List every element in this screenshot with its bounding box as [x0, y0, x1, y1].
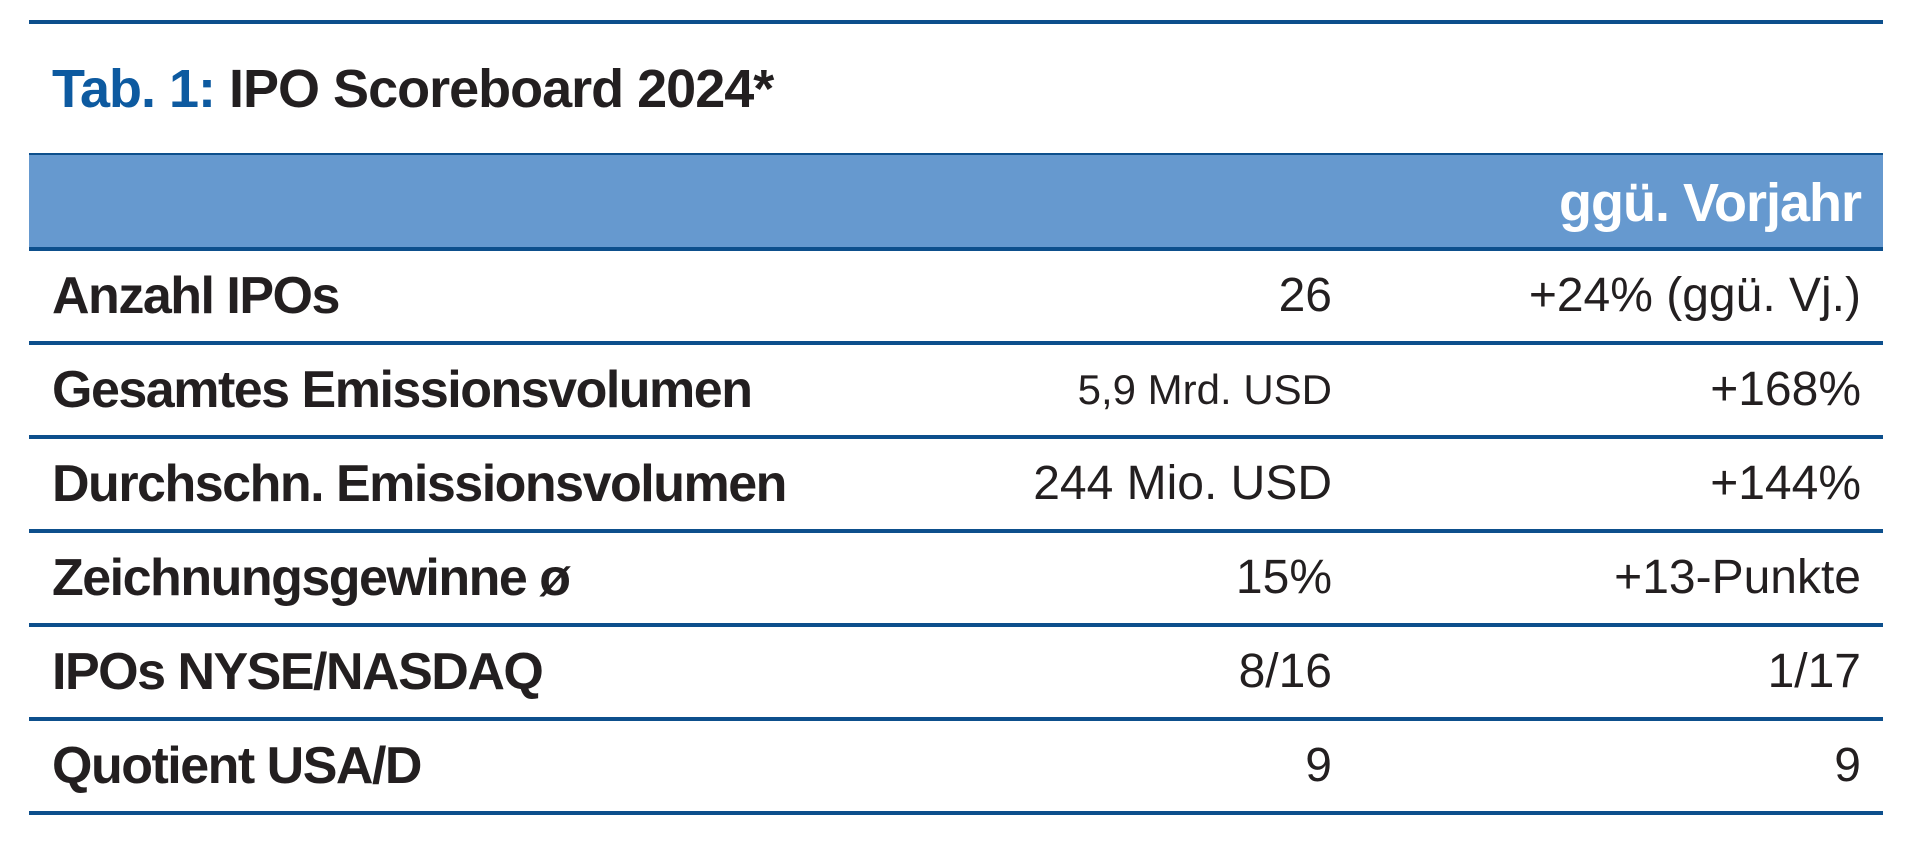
title-text: IPO Scoreboard 2024*	[229, 59, 774, 119]
row-rule	[29, 623, 1883, 627]
top-rule	[29, 20, 1883, 24]
row-rule	[29, 247, 1883, 251]
row-value: 5,9 Mrd. USD	[1077, 366, 1332, 413]
row-rule	[29, 529, 1883, 533]
column-header: ggü. Vorjahr	[1558, 173, 1862, 233]
row-value: +13-Punkte	[1614, 551, 1861, 604]
row-value: 1/17	[1767, 645, 1861, 698]
row-value: +144%	[1710, 457, 1861, 510]
row-value: 244 Mio. USD	[1033, 457, 1332, 510]
row-label: Durchschn. Emissionsvolumen	[52, 455, 787, 513]
title: Tab. 1: IPO Scoreboard 2024*	[52, 58, 774, 120]
row-label: Anzahl IPOs	[52, 267, 340, 325]
row-value: +168%	[1710, 363, 1861, 416]
row-value: 9	[1305, 739, 1332, 792]
row-rule	[29, 717, 1883, 721]
title-label: Tab. 1:	[52, 59, 216, 119]
row-value: 15%	[1235, 551, 1332, 604]
row-value: 8/16	[1238, 645, 1332, 698]
row-rule	[29, 435, 1883, 439]
row-label: Gesamtes Emissionsvolumen	[52, 361, 753, 419]
row-value: 9	[1834, 739, 1861, 792]
row-value: +24% (ggü. Vj.)	[1528, 269, 1861, 322]
bottom-rule	[29, 811, 1883, 815]
row-label: IPOs NYSE/NASDAQ	[52, 643, 544, 701]
row-rule	[29, 341, 1883, 345]
row-label: Zeichnungsgewinne ø	[52, 549, 571, 607]
row-label: Quotient USA/D	[52, 737, 422, 795]
header-band	[29, 155, 1883, 249]
row-value: 26	[1278, 269, 1332, 322]
